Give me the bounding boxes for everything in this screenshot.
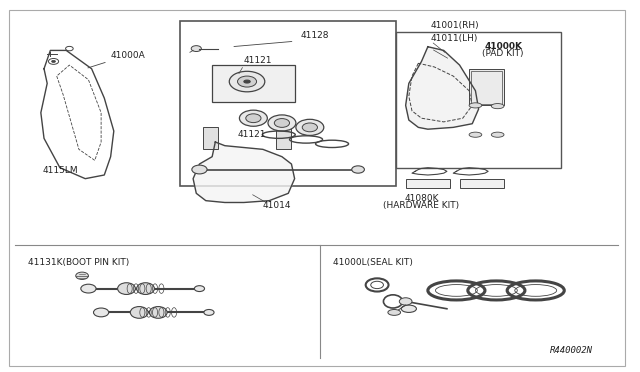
Bar [406,179,450,188]
Text: 41014: 41014 [263,201,291,210]
Polygon shape [193,142,294,202]
Bar [460,179,504,188]
Bar [469,69,504,105]
Text: 41080K: 41080K [404,194,439,203]
Text: 41000A: 41000A [88,51,145,68]
Text: (PAD KIT): (PAD KIT) [482,49,524,58]
Bar [471,71,502,104]
Text: 41131K(BOOT PIN KIT): 41131K(BOOT PIN KIT) [28,258,129,267]
Ellipse shape [302,123,317,132]
Ellipse shape [469,132,482,137]
Ellipse shape [246,114,261,123]
Bar [203,127,218,149]
Ellipse shape [268,115,296,131]
Ellipse shape [131,307,148,318]
Ellipse shape [492,103,504,109]
Text: R440002N: R440002N [550,346,593,355]
Text: 41121: 41121 [244,56,273,65]
Bar [276,127,291,149]
Ellipse shape [399,298,412,305]
Ellipse shape [52,60,56,62]
Polygon shape [406,47,479,129]
Ellipse shape [401,305,417,312]
Ellipse shape [192,165,207,174]
Text: 41121: 41121 [237,129,266,138]
Ellipse shape [237,76,257,87]
Bar [396,32,561,168]
Ellipse shape [137,283,154,295]
Ellipse shape [352,166,364,173]
Text: 41128: 41128 [301,31,330,39]
Ellipse shape [93,308,109,317]
Ellipse shape [191,46,202,51]
Text: 41001(RH): 41001(RH) [431,22,479,31]
Text: 41000K: 41000K [485,42,523,51]
Text: 41011(LH): 41011(LH) [431,34,479,43]
Ellipse shape [469,103,482,108]
Text: (HARDWARE KIT): (HARDWARE KIT) [383,201,460,210]
Ellipse shape [388,310,401,315]
Ellipse shape [81,284,96,293]
Ellipse shape [118,283,136,295]
Bar [212,65,294,102]
Ellipse shape [492,132,504,137]
Text: 4115LM: 4115LM [42,166,77,175]
Ellipse shape [149,307,167,318]
Ellipse shape [229,71,265,92]
Text: 41000L(SEAL KIT): 41000L(SEAL KIT) [333,258,413,267]
Ellipse shape [76,272,88,279]
Bar [180,21,396,186]
Ellipse shape [195,286,205,292]
Ellipse shape [275,119,289,127]
Ellipse shape [244,80,250,83]
Ellipse shape [239,110,268,126]
Ellipse shape [204,310,214,315]
Ellipse shape [296,119,324,135]
